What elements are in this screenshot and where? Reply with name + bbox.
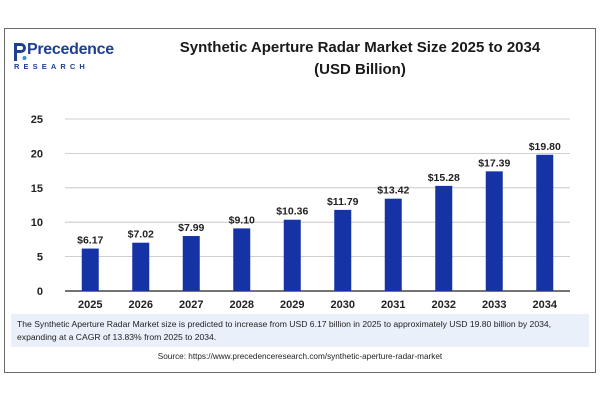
- brand-tagline: RESEARCH: [14, 62, 89, 71]
- chart-title-line2: (USD Billion): [314, 61, 406, 78]
- data-label: $11.79: [327, 196, 359, 208]
- brand-name: Precedence: [27, 41, 114, 58]
- data-label: $13.42: [377, 185, 409, 197]
- x-tick-label: 2031: [381, 299, 405, 311]
- bar-2031: [384, 198, 402, 291]
- data-label: $10.36: [276, 206, 308, 218]
- y-tick-label: 5: [37, 252, 43, 264]
- data-label: $9.10: [229, 214, 255, 226]
- chart-title: Synthetic Aperture Radar Market Size 202…: [145, 37, 575, 81]
- y-tick-label: 20: [31, 148, 43, 160]
- bar-2033: [485, 171, 503, 291]
- data-label: $19.80: [529, 141, 561, 153]
- description-box: The Synthetic Aperture Radar Market size…: [11, 314, 589, 347]
- description-text: The Synthetic Aperture Radar Market size…: [17, 319, 552, 342]
- x-tick-label: 2026: [129, 299, 153, 311]
- bar-2026: [132, 242, 150, 291]
- chart-card: Precedence RESEARCH Synthetic Aperture R…: [4, 28, 596, 373]
- bar-2027: [182, 236, 200, 291]
- data-label: $7.99: [178, 222, 204, 234]
- data-label: $7.02: [128, 229, 154, 241]
- bar-2029: [283, 219, 301, 291]
- y-tick-label: 10: [31, 217, 43, 229]
- x-tick-label: 2029: [280, 299, 304, 311]
- bar-2034: [536, 154, 554, 291]
- data-label: $17.39: [478, 157, 510, 169]
- bar-2028: [233, 228, 251, 291]
- brand-logo: Precedence RESEARCH: [13, 41, 123, 81]
- chart-title-line1: Synthetic Aperture Radar Market Size 202…: [179, 39, 541, 56]
- source-note: Source: https://www.precedenceresearch.c…: [157, 352, 443, 361]
- bar-2030: [334, 209, 352, 291]
- x-tick-label: 2034: [533, 299, 558, 311]
- x-tick-label: 2033: [482, 299, 506, 311]
- y-tick-label: 0: [37, 286, 43, 298]
- y-tick-label: 25: [31, 114, 43, 126]
- x-tick-label: 2028: [230, 299, 254, 311]
- x-tick-label: 2025: [78, 299, 102, 311]
- x-tick-label: 2030: [331, 299, 355, 311]
- bar-2032: [435, 185, 453, 291]
- x-tick-label: 2032: [432, 299, 456, 311]
- y-tick-label: 15: [31, 183, 43, 195]
- data-label: $15.28: [428, 172, 460, 184]
- logo-p-icon: [14, 43, 27, 61]
- x-tick-label: 2027: [179, 299, 203, 311]
- data-label: $6.17: [77, 235, 103, 247]
- bar-2025: [81, 248, 99, 291]
